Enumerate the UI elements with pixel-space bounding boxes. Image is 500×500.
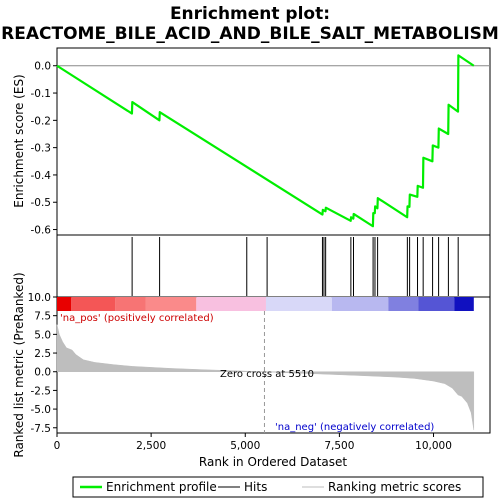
metric-panel: [56, 296, 491, 434]
colorbar-segment: [196, 297, 266, 311]
x-tick-label: 5,000: [230, 440, 260, 452]
ranking-metric-scores: [56, 324, 475, 431]
colorbar-segment: [57, 297, 72, 311]
title-line-2: REACTOME_BILE_ACID_AND_BILE_SALT_METABOL…: [1, 24, 499, 44]
metric-y-tick-label: 5.0: [34, 329, 51, 341]
es-y-axis: 0.0 -0.1 -0.2 -0.3 -0.4 -0.5 -0.6: [31, 61, 57, 237]
metric-y-axis-label: Ranked list metric (PreRanked): [12, 272, 26, 457]
metric-y-axis: 10.0 7.5 5.0 2.5 0.0 -2.5 -5.0 -7.5: [28, 292, 57, 435]
metric-y-tick-label: 10.0: [28, 292, 51, 304]
es-y-tick-label: -0.6: [31, 225, 52, 237]
x-tick-label: 10,000: [415, 440, 452, 452]
metric-y-tick-label: -7.5: [31, 423, 52, 435]
title-line-1: Enrichment plot:: [170, 4, 330, 24]
metric-y-tick-label: 0.0: [34, 367, 51, 379]
zero-cross-label: Zero cross at 5510: [220, 369, 314, 380]
es-y-tick-label: 0.0: [34, 61, 51, 73]
x-tick-label: 7,500: [324, 440, 354, 452]
colorbar-segment: [454, 297, 474, 311]
negative-correlation-label: 'na_neg' (negatively correlated): [275, 422, 434, 433]
colorbar-segment: [115, 297, 146, 311]
metric-y-tick-label: 2.5: [34, 348, 51, 360]
positive-correlation-label: 'na_pos' (positively correlated): [60, 313, 214, 324]
colorbar-segment: [418, 297, 455, 311]
es-y-tick-label: -0.4: [31, 170, 52, 182]
x-tick-label: 0: [54, 440, 61, 452]
metric-y-tick-label: -5.0: [31, 404, 52, 416]
x-tick-label: 2,500: [136, 440, 166, 452]
legend: Enrichment profile Hits Ranking metric sco…: [80, 480, 461, 494]
enrichment-profile-line: [56, 54, 475, 228]
x-axis-label: Rank in Ordered Dataset: [199, 455, 347, 469]
colorbar-segment: [145, 297, 197, 311]
x-axis: 0 2,500 5,000 7,500 10,000: [54, 433, 452, 452]
es-y-tick-label: -0.3: [31, 143, 52, 155]
hits-panel: [56, 234, 491, 298]
rank-colorbar: [57, 297, 474, 311]
legend-box: [72, 476, 484, 498]
legend-label: Enrichment profile: [106, 480, 217, 494]
es-y-tick-label: -0.1: [31, 88, 52, 100]
metric-y-tick-label: -2.5: [31, 385, 52, 397]
metric-y-tick-label: 7.5: [34, 311, 51, 323]
colorbar-segment: [265, 297, 332, 311]
es-y-axis-label: Enrichment score (ES): [12, 74, 26, 207]
hit-markers: [131, 237, 459, 296]
enrichment-profile: [56, 54, 475, 228]
colorbar-segment: [331, 297, 389, 311]
legend-label: Ranking metric scores: [328, 480, 461, 494]
es-y-tick-label: -0.2: [31, 115, 52, 127]
es-y-tick-label: -0.5: [31, 197, 52, 209]
colorbar-segment: [71, 297, 116, 311]
colorbar-segment: [388, 297, 419, 311]
ranking-metric-area: [56, 324, 475, 431]
legend-label: Hits: [244, 480, 267, 494]
es-panel: [56, 47, 491, 236]
